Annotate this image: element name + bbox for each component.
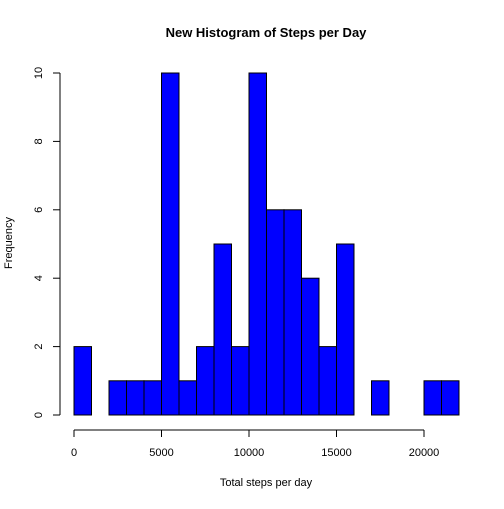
histogram-bar-14 xyxy=(318,346,337,416)
x-tick-label-1: 5000 xyxy=(149,447,173,459)
histogram-bar-2 xyxy=(108,380,127,416)
histogram-bar-3 xyxy=(126,380,145,416)
x-tick-label-2: 10000 xyxy=(234,447,265,459)
chart-title: New Histogram of Steps per Day xyxy=(166,25,368,40)
x-tick-label-4: 20000 xyxy=(409,447,440,459)
x-tick-label-0: 0 xyxy=(71,447,77,459)
histogram-bar-21 xyxy=(441,380,460,416)
histogram-bar-6 xyxy=(178,380,197,416)
histogram-bar-15 xyxy=(336,243,355,416)
x-axis: 0 5000 10000 15000 20000 xyxy=(71,429,440,459)
y-tick-label-0: 0 xyxy=(33,412,45,418)
histogram-bar-8 xyxy=(213,243,232,416)
y-tick-label-4: 8 xyxy=(33,138,45,144)
histogram-bar-0 xyxy=(73,346,92,416)
y-tick-label-2: 4 xyxy=(33,275,45,281)
y-tick-label-5: 10 xyxy=(33,67,45,79)
histogram-bar-17 xyxy=(371,380,390,416)
histogram-bar-11 xyxy=(266,209,285,416)
x-tick-label-3: 15000 xyxy=(321,447,352,459)
bars-group xyxy=(73,72,460,416)
histogram-bar-4 xyxy=(143,380,162,416)
histogram-bar-10 xyxy=(248,72,267,416)
histogram-bar-20 xyxy=(423,380,442,416)
histogram-bar-13 xyxy=(301,277,320,416)
histogram-bar-9 xyxy=(231,346,250,416)
histogram-bar-12 xyxy=(283,209,302,416)
x-axis-label: Total steps per day xyxy=(220,477,313,489)
histogram-bar-5 xyxy=(161,72,180,416)
y-axis: 0 2 4 6 8 10 xyxy=(33,67,61,418)
y-tick-label-3: 6 xyxy=(33,207,45,213)
y-axis-label: Frequency xyxy=(3,217,15,269)
y-tick-label-1: 2 xyxy=(33,344,45,350)
histogram-bar-7 xyxy=(196,346,215,416)
